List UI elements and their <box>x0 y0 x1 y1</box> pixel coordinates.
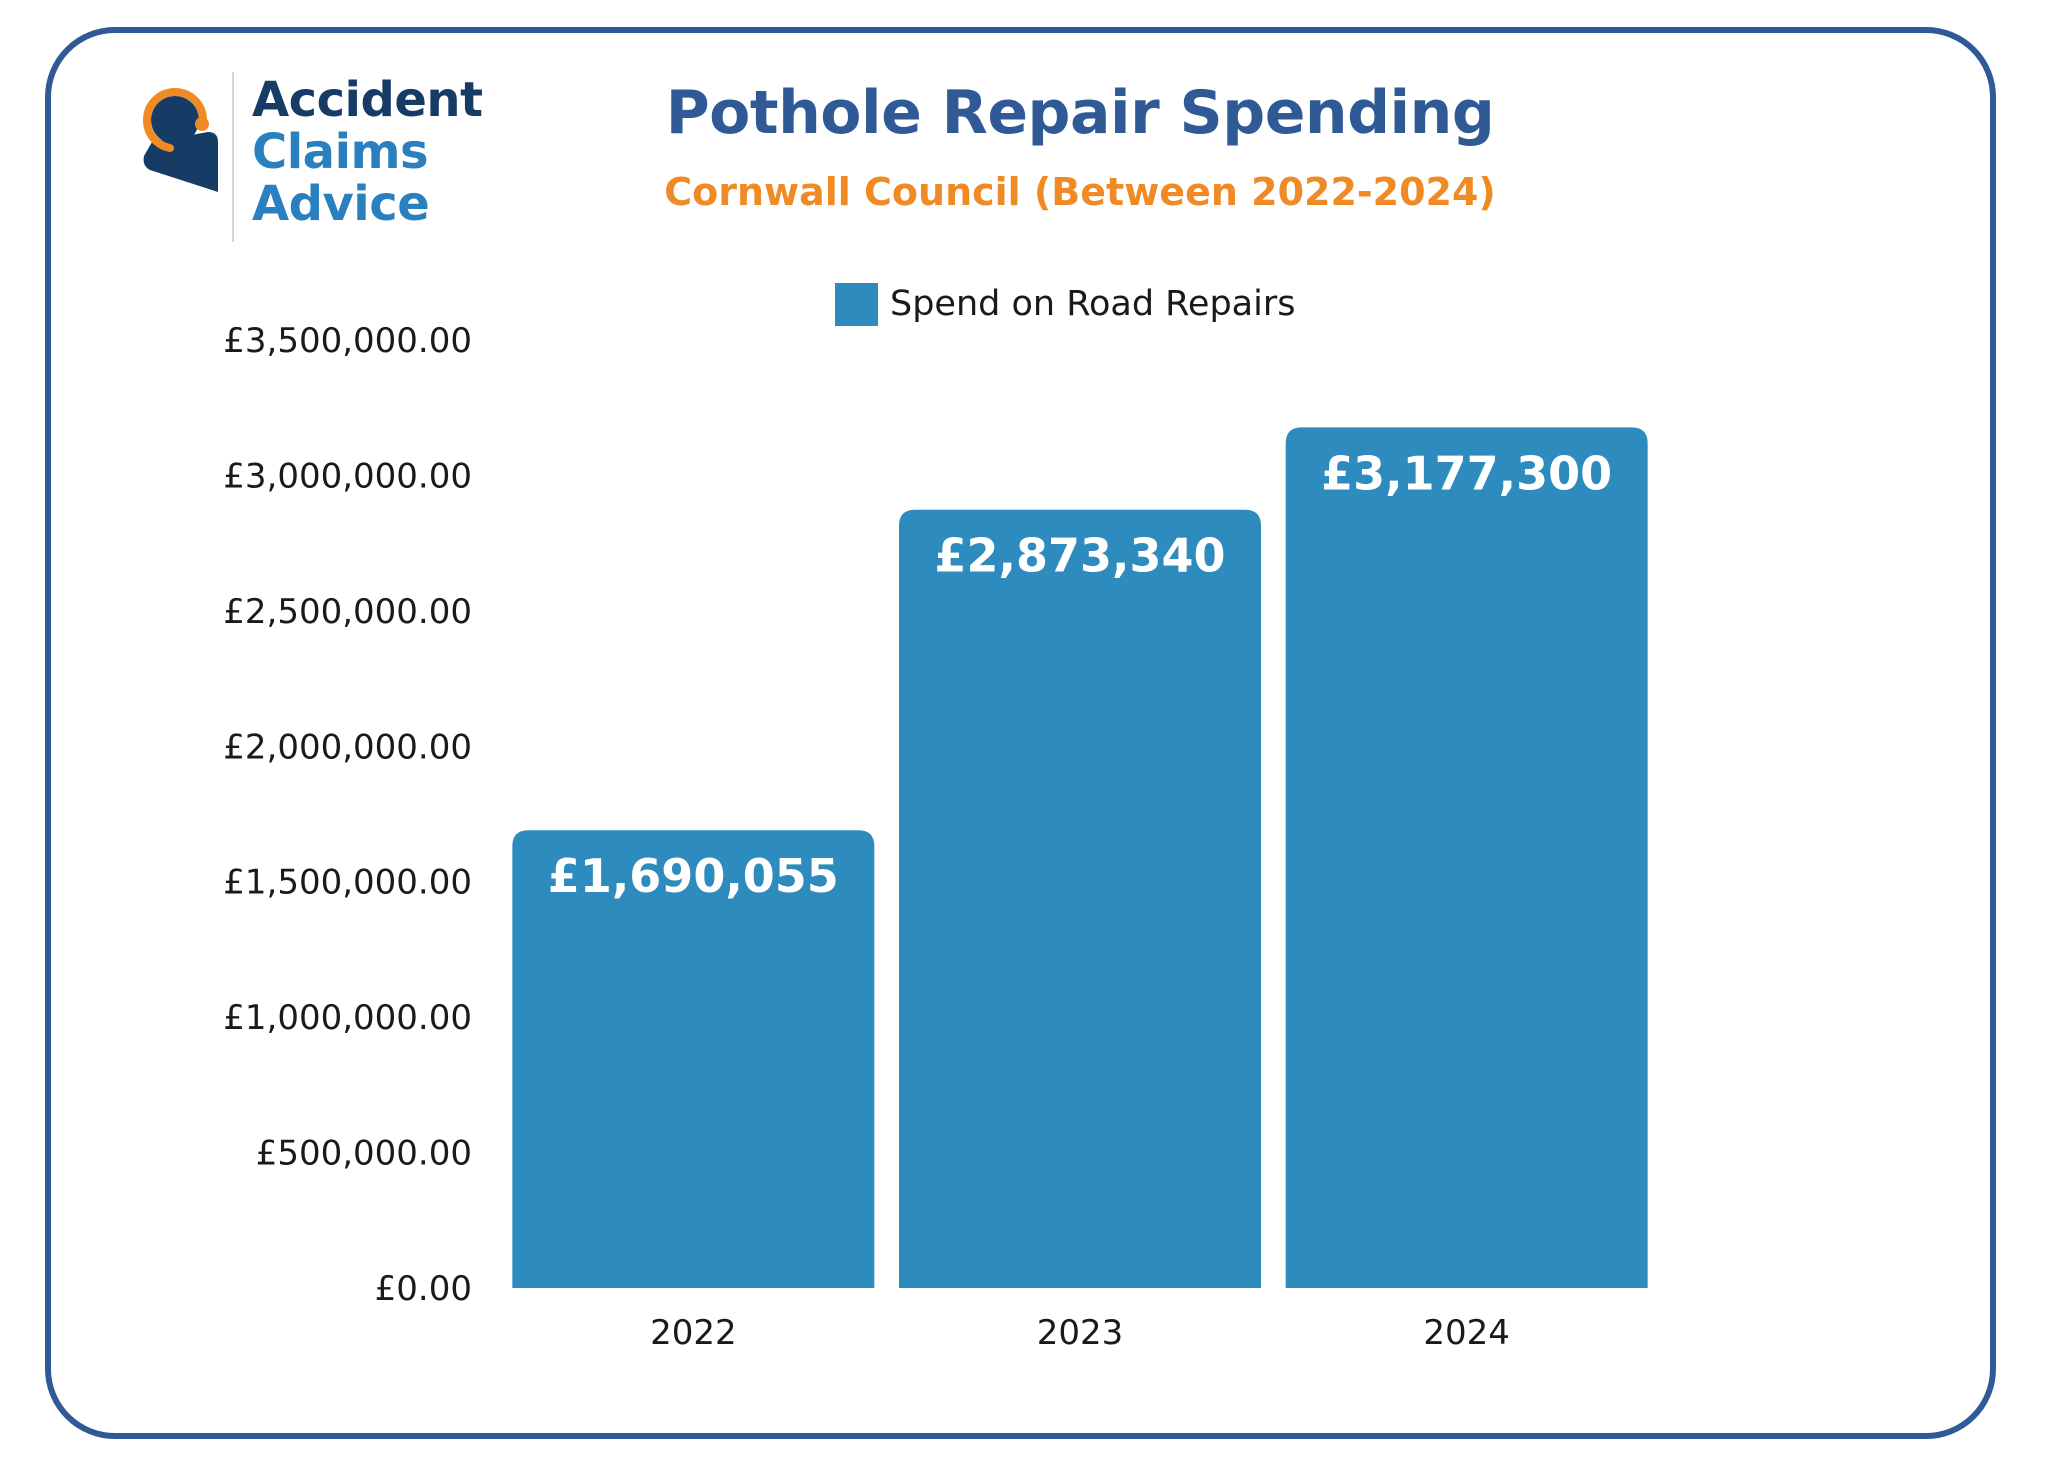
y-tick-label: £1,000,000.00 <box>223 998 472 1038</box>
y-tick-label: £1,500,000.00 <box>223 863 472 903</box>
x-tick-label: 2023 <box>1037 1313 1124 1353</box>
y-tick-label: £500,000.00 <box>256 1134 472 1174</box>
logo-line-2: Claims <box>252 124 429 180</box>
y-tick-label: £2,000,000.00 <box>223 727 472 767</box>
logo-line-3: Advice <box>252 176 430 232</box>
bar-value-label: £1,690,055 <box>548 849 839 903</box>
logo-line-1: Accident <box>252 72 483 128</box>
y-tick-label: £2,500,000.00 <box>223 592 472 632</box>
bar-2024 <box>1285 427 1648 1288</box>
legend-swatch <box>835 283 878 326</box>
y-tick-label: £3,500,000.00 <box>223 321 472 361</box>
bar-2023 <box>899 509 1261 1288</box>
y-tick-label: £3,000,000.00 <box>223 456 472 496</box>
headset-person-icon <box>142 88 218 192</box>
x-tick-label: 2024 <box>1423 1313 1510 1353</box>
logo-divider <box>232 72 234 242</box>
bar-2022 <box>512 830 875 1288</box>
bar-value-label: £2,873,340 <box>934 529 1225 583</box>
legend-label: Spend on Road Repairs <box>890 284 1296 324</box>
logo <box>130 75 510 245</box>
chart-subtitle: Cornwall Council (Between 2022-2024) <box>664 170 1496 214</box>
chart-title: Pothole Repair Spending <box>665 78 1495 148</box>
logo-wordmark: Accident Claims Advice <box>252 74 483 230</box>
bar-value-label: £3,177,300 <box>1321 446 1612 500</box>
y-tick-label: £0.00 <box>375 1269 472 1309</box>
x-tick-label: 2022 <box>650 1313 737 1353</box>
